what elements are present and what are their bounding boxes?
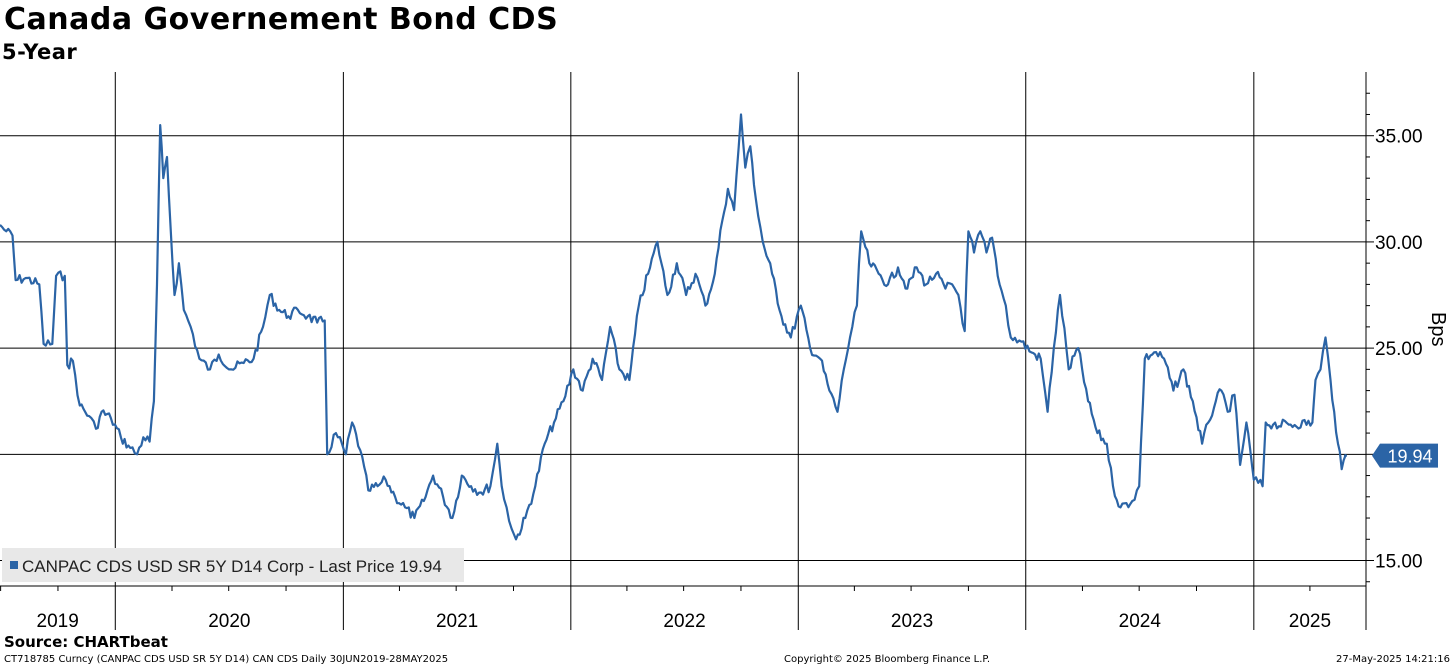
xtick-label-2023: 2023	[891, 611, 933, 632]
xtick-label-2019: 2019	[37, 611, 79, 632]
legend-label: CANPAC CDS USD SR 5Y D14 Corp - Last Pri…	[22, 557, 442, 576]
source-note: Source: CHARTbeat	[4, 633, 168, 651]
xtick-label-2022: 2022	[663, 611, 705, 632]
legend-swatch	[10, 561, 18, 569]
xtick-label-2021: 2021	[436, 611, 478, 632]
y-axis-title: Bps	[1427, 312, 1449, 346]
footer-timestamp: 27-May-2025 14:21:16	[1336, 654, 1450, 665]
ytick-label-25: 25.00	[1375, 339, 1423, 360]
chart-subtitle: 5-Year	[2, 40, 78, 64]
xtick-label-2025: 2025	[1289, 611, 1331, 632]
ytick-label-15: 15.00	[1375, 552, 1423, 573]
last-price-label: 19.94	[1387, 447, 1432, 467]
footer-ticker-info: CT718785 Curncy (CANPAC CDS USD SR 5Y D1…	[4, 654, 449, 665]
xtick-label-2024: 2024	[1119, 611, 1162, 632]
last-price-tag	[1372, 443, 1438, 468]
footer-copyright: Copyright© 2025 Bloomberg Finance L.P.	[784, 654, 991, 665]
series-endpoint	[1343, 454, 1347, 458]
ytick-label-30: 30.00	[1375, 233, 1423, 254]
chart-title: Canada Governement Bond CDS	[4, 2, 559, 37]
legend-box	[2, 548, 464, 582]
series-line	[0, 113, 1347, 541]
ytick-label-35: 35.00	[1375, 127, 1423, 148]
xtick-label-2020: 2020	[208, 611, 250, 632]
